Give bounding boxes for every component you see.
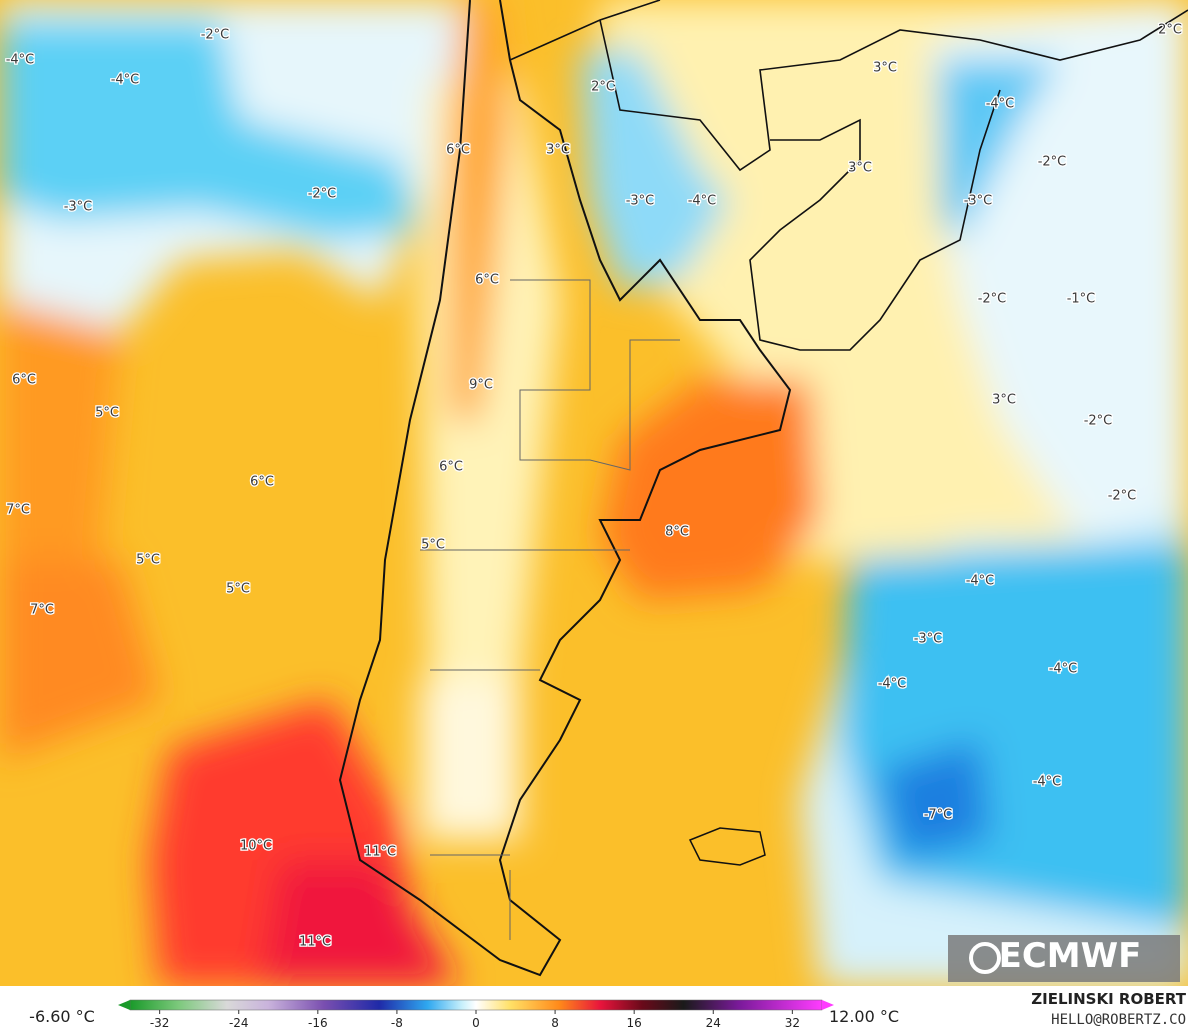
temp-label: 3°C bbox=[992, 393, 1016, 408]
temp-label: -4°C bbox=[878, 677, 907, 692]
colorbar-tick-label: -16 bbox=[308, 1016, 328, 1030]
temp-label: -4°C bbox=[6, 53, 35, 68]
temp-label: 11°C bbox=[299, 935, 331, 950]
labels: 2°C -2°C -4°C -4°C 3°C 2°C -4°C 6°C 3°C 3°C -2°C -2… bbox=[4, 21, 1183, 951]
colorbar-tick-label: -8 bbox=[391, 1016, 403, 1030]
colorbar-gradient bbox=[129, 999, 823, 1011]
temp-label: 3°C bbox=[873, 61, 897, 76]
colorbar-tick-label: 16 bbox=[627, 1016, 642, 1030]
temp-label: -1°C bbox=[1067, 292, 1096, 307]
colorbar-tick-label: -24 bbox=[229, 1016, 249, 1030]
temp-label: 2°C bbox=[1158, 23, 1182, 38]
temp-label: -3°C bbox=[64, 200, 93, 215]
temp-label: 5°C bbox=[226, 582, 250, 597]
temp-label: 6°C bbox=[439, 460, 463, 475]
temp-label: 11°C bbox=[364, 845, 396, 860]
temp-label: -4°C bbox=[1033, 775, 1062, 790]
temp-label: -2°C bbox=[978, 292, 1007, 307]
temp-label: -4°C bbox=[1049, 662, 1078, 677]
temp-label: 2°C bbox=[591, 80, 615, 95]
temp-label: -2°C bbox=[308, 187, 337, 202]
temp-label: -4°C bbox=[986, 97, 1015, 112]
temp-label: -7°C bbox=[924, 808, 953, 823]
temp-label: 3°C bbox=[848, 161, 872, 176]
map bbox=[0, 0, 1188, 986]
temp-label: -3°C bbox=[964, 194, 993, 209]
temp-label: 9°C bbox=[469, 378, 493, 393]
colorbar: -32 -24 -16 -8 0 8 16 24 32 bbox=[118, 999, 834, 1030]
colorbar-max: 12.00 °C bbox=[829, 1007, 899, 1026]
temp-label: 6°C bbox=[475, 273, 499, 288]
temp-label: -4°C bbox=[688, 194, 717, 209]
temp-label: 10°C bbox=[240, 839, 272, 854]
temp-label: 8°C bbox=[665, 525, 689, 540]
temp-label: 6°C bbox=[250, 475, 274, 490]
temp-label: -2°C bbox=[1108, 489, 1137, 504]
credit-contact: HELLO@ROBERTZ.CO bbox=[1051, 1012, 1186, 1028]
colorbar-tick-label: -32 bbox=[150, 1016, 170, 1030]
temp-label: 7°C bbox=[30, 603, 54, 618]
temp-label: -4°C bbox=[966, 574, 995, 589]
temp-label: -2°C bbox=[1084, 414, 1113, 429]
temp-label: 5°C bbox=[421, 538, 445, 553]
colorbar-end bbox=[822, 1000, 834, 1010]
colorbar-tick-label: 8 bbox=[551, 1016, 559, 1030]
temp-label: -2°C bbox=[201, 28, 230, 43]
temp-label: 6°C bbox=[12, 373, 36, 388]
colorbar-end bbox=[118, 1000, 130, 1010]
colorbar-tick-label: 32 bbox=[785, 1016, 800, 1030]
temp-label: -3°C bbox=[626, 194, 655, 209]
colorbar-tick-label: 0 bbox=[472, 1016, 480, 1030]
temp-label: 5°C bbox=[95, 406, 119, 421]
temp-label: 7°C bbox=[6, 503, 30, 518]
colorbar-min: -6.60 °C bbox=[29, 1007, 95, 1026]
temp-label: 6°C bbox=[446, 143, 470, 158]
logo: ECMWF bbox=[999, 936, 1142, 976]
temp-label: -3°C bbox=[914, 632, 943, 647]
temp-label: -4°C bbox=[111, 73, 140, 88]
temp-label: 3°C bbox=[546, 143, 570, 158]
logo-icon bbox=[969, 942, 1001, 974]
colorbar-tick-label: 24 bbox=[706, 1016, 721, 1030]
temp-label: -2°C bbox=[1038, 155, 1067, 170]
credit-author: ZIELINSKI ROBERT bbox=[1031, 990, 1186, 1008]
temp-label: 5°C bbox=[136, 553, 160, 568]
